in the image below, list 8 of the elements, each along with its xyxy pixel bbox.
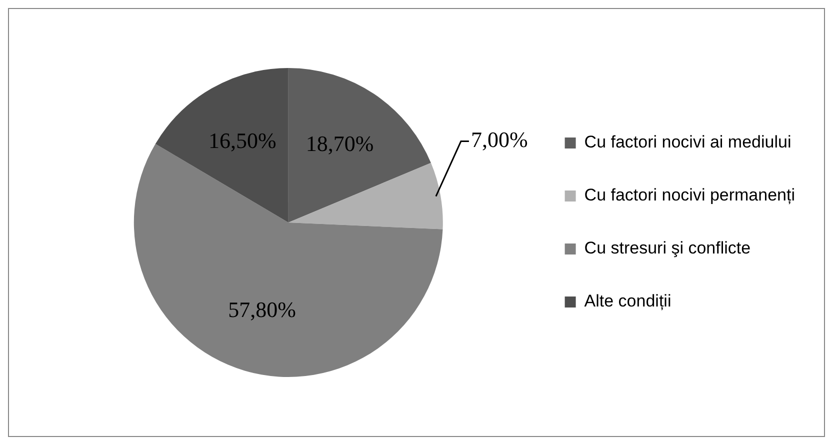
data-label: 16,50% [208, 128, 276, 153]
data-label: 7,00% [470, 127, 528, 152]
data-label: 57,80% [228, 297, 296, 322]
legend-label: Cu factori nocivi ai mediului [584, 132, 792, 152]
legend-label: Cu stresuri şi conflicte [584, 238, 751, 258]
legend-label: Cu factori nocivi permanenți [584, 186, 796, 205]
data-label: 18,70% [306, 131, 374, 156]
legend-label: Alte condiții [584, 292, 672, 311]
